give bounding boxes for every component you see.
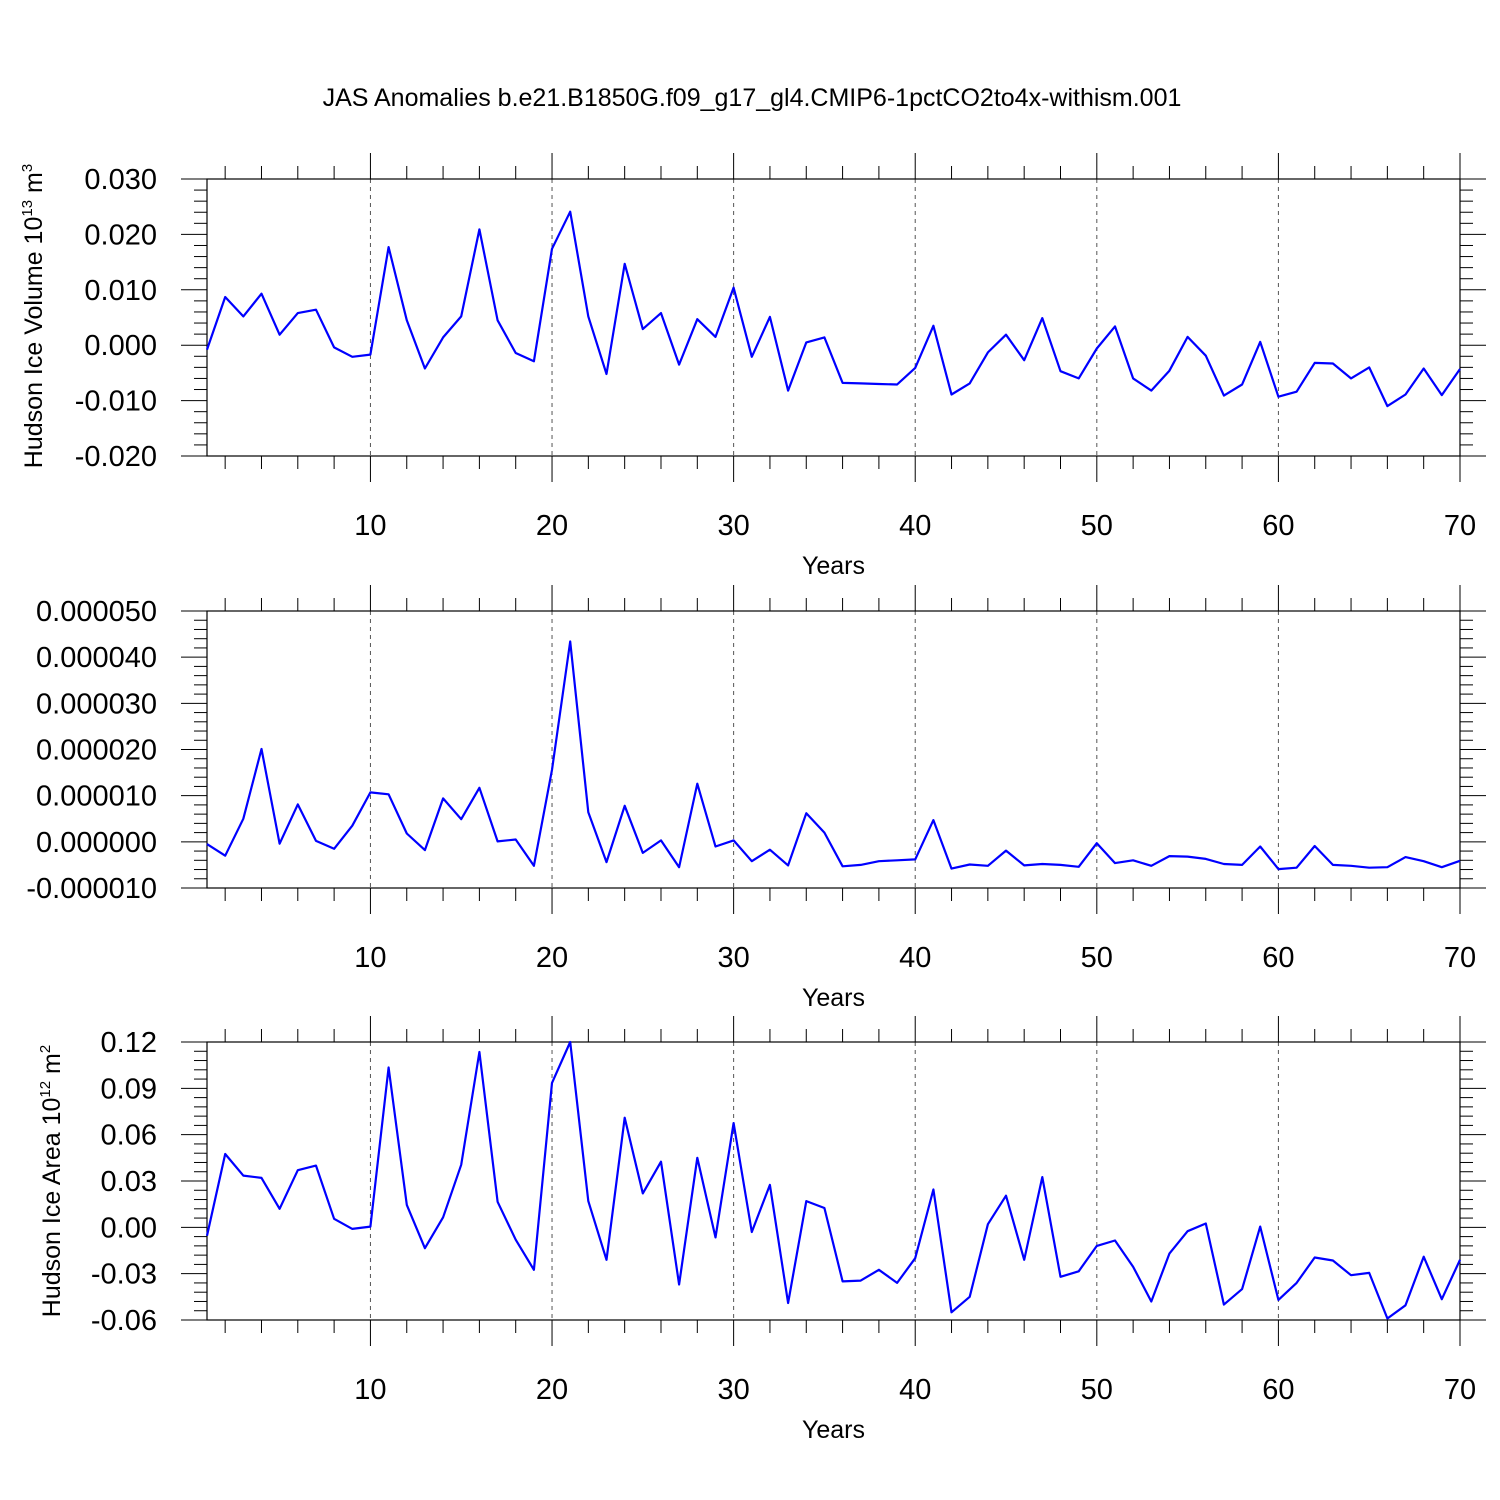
- x-tick-label: 50: [1081, 510, 1113, 542]
- x-tick-label: 40: [899, 942, 931, 974]
- x-tick-label: 60: [1262, 1374, 1294, 1406]
- series-line: [206, 640, 1461, 871]
- y-tick-label: 0.06: [101, 1120, 157, 1152]
- y-tick-label: 0.12: [101, 1027, 157, 1059]
- panel-middle: 10 20 30 40 50 60 70 Years 0.000050 0.000040 0.000…: [26, 585, 1486, 1012]
- ylabel-ice-volume-unit: m: [20, 172, 48, 200]
- x-tick-label: 30: [717, 510, 749, 542]
- ylabel-ice-volume: Hudson Ice Volume 1013 m3: [19, 164, 48, 468]
- panel-ice-volume: 10 20 30 40 50 60 70 Years 0.030 0.020 0.010 0.000 -…: [75, 153, 1486, 580]
- panel-ice-area: 10 20 30 40 50 60 70 Years 0.12 0.09 0.06 0.03 0.00 -…: [91, 1016, 1486, 1444]
- y-tick-label: 0.00: [101, 1212, 157, 1244]
- y-tick-label: 0.020: [84, 219, 157, 251]
- x-tick-label: 10: [354, 942, 386, 974]
- plot-frame: [206, 610, 1461, 889]
- y-tick-label: -0.06: [91, 1305, 157, 1337]
- x-tick-label: 40: [899, 1374, 931, 1406]
- x-tick-label: 30: [717, 942, 749, 974]
- y-tick-label: 0.000: [84, 330, 157, 362]
- y-tick-label: 0.010: [84, 275, 157, 307]
- y-tick-label: -0.03: [91, 1259, 157, 1291]
- x-tick-label: 10: [354, 1374, 386, 1406]
- x-tick-label: 60: [1262, 942, 1294, 974]
- x-tick-label: 70: [1444, 942, 1476, 974]
- y-tick-label: 0.03: [101, 1166, 157, 1198]
- ylabel-ice-area-exp: 12: [37, 1081, 54, 1098]
- series-line: [205, 210, 1461, 408]
- x-tick-label: 20: [536, 1374, 568, 1406]
- x-tick-label: 70: [1444, 1374, 1476, 1406]
- ylabel-ice-area-unit-exp: 2: [37, 1045, 54, 1053]
- y-tick-label: 0.000000: [36, 827, 157, 859]
- x-tick-label: 20: [536, 942, 568, 974]
- y-tick-label: 0.000010: [36, 781, 157, 813]
- y-tick-label: -0.020: [75, 441, 157, 473]
- ylabel-ice-area-main: Hudson Ice Area 10: [38, 1098, 66, 1318]
- y-tick-label: 0.000030: [36, 688, 157, 720]
- plot-frame: [206, 178, 1461, 457]
- x-tick-label: 50: [1081, 942, 1113, 974]
- x-axis-label: Years: [802, 984, 865, 1012]
- x-tick-label: 30: [717, 1374, 749, 1406]
- ylabel-ice-area: Hudson Ice Area 1012 m2: [37, 1045, 66, 1317]
- x-tick-label: 40: [899, 510, 931, 542]
- ylabel-ice-volume-exp: 13: [19, 200, 36, 217]
- y-tick-label: -0.000010: [26, 873, 157, 905]
- y-tick-label: 0.000040: [36, 642, 157, 674]
- series-line: [205, 1040, 1461, 1320]
- y-tick-label: -0.010: [75, 386, 157, 418]
- y-tick-label: 0.000050: [36, 596, 157, 628]
- x-axis-label: Years: [802, 1416, 865, 1444]
- y-tick-label: 0.000020: [36, 735, 157, 767]
- y-tick-label: 0.030: [84, 164, 157, 196]
- x-tick-label: 70: [1444, 510, 1476, 542]
- x-tick-label: 50: [1081, 1374, 1113, 1406]
- figure-title: JAS Anomalies b.e21.B1850G.f09_g17_gl4.C…: [323, 84, 1182, 112]
- y-tick-label: 0.09: [101, 1073, 157, 1105]
- x-tick-label: 20: [536, 510, 568, 542]
- x-tick-label: 10: [354, 510, 386, 542]
- x-tick-label: 60: [1262, 510, 1294, 542]
- x-axis-label: Years: [802, 552, 865, 580]
- ylabel-ice-volume-unit-exp: 3: [19, 164, 36, 172]
- ylabel-ice-volume-main: Hudson Ice Volume 10: [20, 217, 48, 469]
- ylabel-ice-area-unit: m: [38, 1053, 66, 1081]
